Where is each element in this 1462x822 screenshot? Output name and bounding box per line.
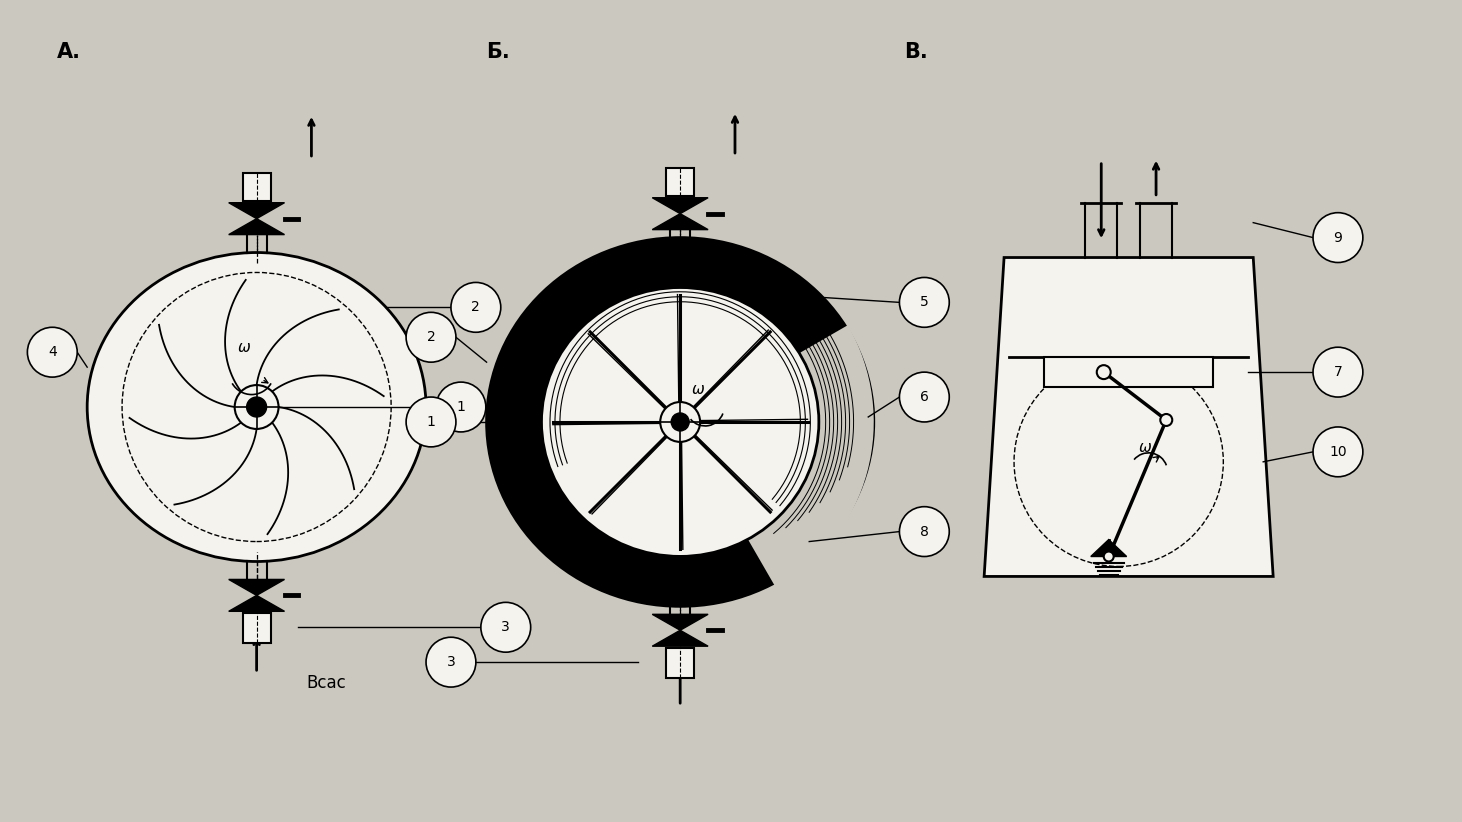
Polygon shape — [228, 219, 285, 234]
Text: 8: 8 — [920, 524, 928, 538]
Text: 1: 1 — [456, 400, 465, 414]
Polygon shape — [652, 630, 708, 646]
Text: ω: ω — [692, 382, 705, 397]
Circle shape — [425, 637, 475, 687]
Circle shape — [436, 382, 485, 432]
Text: ω: ω — [238, 340, 251, 355]
Circle shape — [235, 385, 279, 429]
Polygon shape — [667, 649, 694, 678]
Polygon shape — [984, 257, 1273, 576]
Polygon shape — [228, 203, 285, 219]
Text: 9: 9 — [1333, 231, 1342, 245]
Polygon shape — [228, 595, 285, 612]
Wedge shape — [680, 326, 874, 589]
Circle shape — [1161, 414, 1173, 426]
Circle shape — [247, 397, 266, 417]
Ellipse shape — [541, 288, 819, 556]
Circle shape — [1313, 213, 1363, 262]
Circle shape — [899, 278, 949, 327]
Text: 3: 3 — [501, 621, 510, 635]
Polygon shape — [243, 173, 270, 201]
Circle shape — [1104, 552, 1114, 561]
Ellipse shape — [487, 238, 874, 607]
Circle shape — [671, 413, 689, 431]
Polygon shape — [1091, 539, 1127, 556]
Text: 7: 7 — [1333, 365, 1342, 379]
Text: 1: 1 — [427, 415, 436, 429]
Text: ω: ω — [1139, 440, 1152, 455]
Polygon shape — [652, 214, 708, 229]
Text: 3: 3 — [446, 655, 455, 669]
Circle shape — [406, 312, 456, 363]
Circle shape — [406, 397, 456, 447]
Text: 10: 10 — [1329, 445, 1347, 459]
Text: 2: 2 — [427, 330, 436, 344]
Polygon shape — [228, 580, 285, 595]
Polygon shape — [243, 613, 270, 643]
Circle shape — [28, 327, 77, 377]
Circle shape — [899, 372, 949, 422]
Ellipse shape — [88, 252, 425, 561]
Text: 4: 4 — [48, 345, 57, 359]
Text: А.: А. — [57, 42, 82, 62]
Polygon shape — [667, 168, 694, 196]
Polygon shape — [652, 614, 708, 630]
Circle shape — [1313, 427, 1363, 477]
Circle shape — [481, 603, 531, 652]
Text: 2: 2 — [471, 300, 480, 314]
Text: Б.: Б. — [485, 42, 510, 62]
Text: 6: 6 — [920, 390, 928, 404]
Polygon shape — [1044, 358, 1213, 387]
Circle shape — [1313, 347, 1363, 397]
Text: В.: В. — [905, 42, 928, 62]
Circle shape — [1096, 365, 1111, 379]
Circle shape — [450, 283, 501, 332]
Text: Всас: Всас — [307, 674, 346, 692]
Text: 5: 5 — [920, 295, 928, 309]
Circle shape — [899, 506, 949, 556]
Polygon shape — [652, 198, 708, 214]
Circle shape — [661, 402, 700, 442]
